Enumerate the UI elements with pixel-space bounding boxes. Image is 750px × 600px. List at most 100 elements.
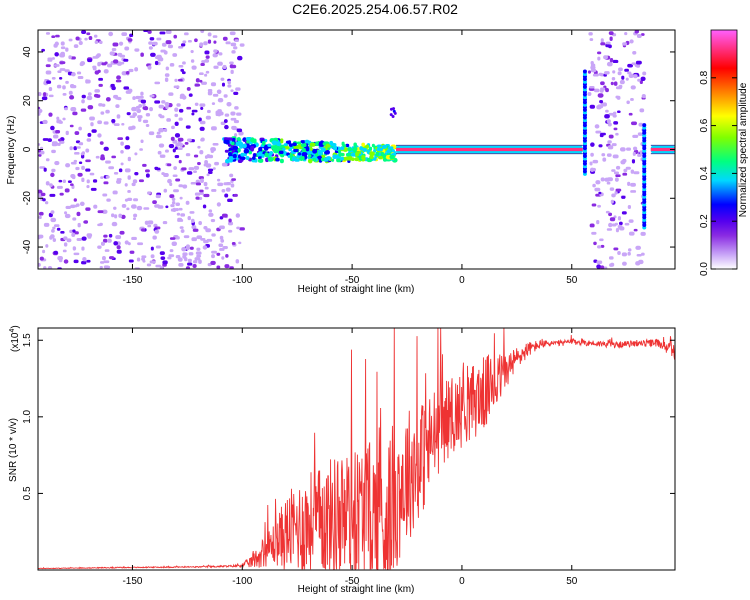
spectrogram-noise-cell [56, 227, 61, 231]
spectrogram-noise-cell [615, 132, 619, 136]
spectrogram-noise-cell [59, 61, 66, 65]
spectrogram-noise-cell [165, 66, 169, 71]
spectrogram-noise-cell [590, 167, 594, 173]
spectrogram-noise-cell [85, 168, 91, 172]
spectrogram-noise-cell [223, 119, 228, 124]
spectrogram-noise-cell [60, 51, 65, 56]
spectrogram-noise-cell [136, 257, 141, 262]
spectrogram-noise-cell [178, 207, 183, 211]
spectrogram-noise-cell [630, 190, 637, 193]
spectrogram-carrier-cell [345, 152, 352, 157]
spectrogram-noise-cell [195, 196, 200, 200]
spectrogram-noise-cell [233, 46, 238, 50]
spectrogram-x-tick-label: -50 [345, 275, 360, 286]
spectrogram-carrier-cell [301, 155, 305, 161]
spectrogram-noise-cell [207, 168, 214, 172]
spectrogram-noise-cell [92, 66, 97, 71]
snr-x-tick-label: -50 [345, 576, 360, 587]
spectrogram-noise-cell [234, 133, 238, 137]
spectrogram-noise-cell [628, 112, 633, 116]
spectrogram-noise-cell [233, 120, 240, 124]
spectrogram-noise-cell [43, 167, 47, 172]
spectrogram-noise-cell [231, 50, 236, 54]
spectrogram-noise-cell [225, 187, 231, 192]
spectrogram-noise-cell [173, 85, 180, 89]
spectrogram-noise-cell [173, 34, 178, 39]
spectrogram-noise-cell [170, 136, 175, 141]
spectrogram-noise-cell [636, 34, 642, 38]
spectrogram-noise-cell [124, 168, 131, 173]
spectrogram-noise-cell [120, 150, 124, 154]
spectrogram-noise-cell [180, 68, 185, 72]
spectrogram-carrier-cell [232, 137, 236, 143]
spectrogram-noise-cell [221, 256, 225, 260]
spectrogram-noise-cell [127, 197, 133, 201]
spectrogram-noise-cell [138, 95, 144, 99]
spectrogram-noise-cell [216, 265, 221, 269]
spectrogram-noise-cell [203, 193, 210, 198]
spectrogram-noise-cell [630, 97, 634, 101]
spectrogram-noise-cell [182, 40, 187, 44]
spectrogram-noise-cell [84, 37, 88, 41]
spectrogram-noise-cell [225, 41, 231, 45]
spectrogram-noise-cell [608, 222, 613, 228]
spectrogram-carrier-cell [378, 155, 383, 160]
spectrogram-carrier-cell [236, 137, 241, 142]
spectrogram-noise-cell [174, 78, 178, 82]
spectrogram-noise-cell [77, 75, 84, 80]
spectrogram-noise-cell [97, 61, 101, 67]
spectrogram-noise-cell [49, 193, 56, 197]
spectrogram-noise-cell [125, 90, 132, 94]
spectrogram-noise-cell [71, 174, 76, 180]
spectrogram-noise-cell [127, 38, 133, 42]
spectrogram-noise-cell [199, 42, 204, 47]
spectrogram-noise-cell [210, 260, 216, 265]
spectrogram-noise-cell [124, 183, 128, 187]
spectrogram-noise-cell [43, 266, 47, 269]
spectrogram-noise-cell [206, 238, 213, 242]
spectrogram-noise-cell [226, 101, 232, 107]
spectrogram-noise-cell [628, 73, 634, 78]
spectrogram-noise-cell [637, 132, 643, 136]
spectrogram-noise-cell [639, 108, 645, 113]
spectrogram-noise-cell [231, 125, 237, 130]
spectrogram-noise-cell [56, 84, 62, 89]
spectrogram-noise-cell [194, 257, 201, 261]
spectrogram-noise-cell [199, 103, 206, 107]
spectrogram-noise-cell [111, 155, 116, 159]
spectrogram-carrier-cell [362, 148, 367, 152]
spectrogram-noise-cell [184, 141, 189, 145]
spectrogram-noise-cell [599, 238, 604, 242]
spectrogram-noise-cell [174, 107, 179, 112]
spectrogram-noise-cell [630, 169, 635, 174]
spectrogram-noise-cell [82, 256, 87, 262]
spectrogram-noise-cell [172, 174, 178, 178]
spectrogram-noise-cell [186, 86, 191, 91]
spectrogram-noise-cell [612, 70, 616, 74]
spectrogram-noise-cell [185, 200, 190, 205]
spectrogram-noise-cell [108, 31, 114, 37]
spectrogram-carrier-cell [232, 145, 239, 151]
spectrogram-noise-cell [97, 223, 103, 227]
colorbar: 0.0 0.2 0.4 0.6 0.8 Normalized spectral ampl… [699, 29, 749, 276]
snr-multiplier-close: ) [10, 325, 21, 328]
spectrogram-noise-cell [178, 45, 184, 49]
spectrogram-noise-cell [141, 257, 146, 261]
spectrogram-noise-cell [103, 265, 109, 269]
spectrogram-noise-cell [130, 204, 137, 209]
spectrogram-carrier-cell [312, 157, 317, 162]
spectrogram-noise-cell [169, 194, 175, 199]
spectrogram-noise-cell [100, 176, 104, 179]
spectrogram-noise-cell [81, 151, 85, 155]
spectrogram-noise-cell [187, 138, 192, 142]
spectrogram-noise-cell [195, 78, 200, 83]
spectrogram-noise-cell [205, 70, 210, 74]
spectrogram-noise-cell [614, 177, 619, 182]
spectrogram-noise-cell [635, 261, 641, 266]
spectrogram-noise-cell [86, 233, 93, 238]
spectrogram-noise-cell [56, 119, 62, 124]
spectrogram-noise-cell [116, 61, 123, 66]
spectrogram-noise-cell [205, 115, 211, 120]
spectrogram-noise-cell [47, 58, 53, 62]
spectrogram-noise-cell [185, 153, 191, 157]
